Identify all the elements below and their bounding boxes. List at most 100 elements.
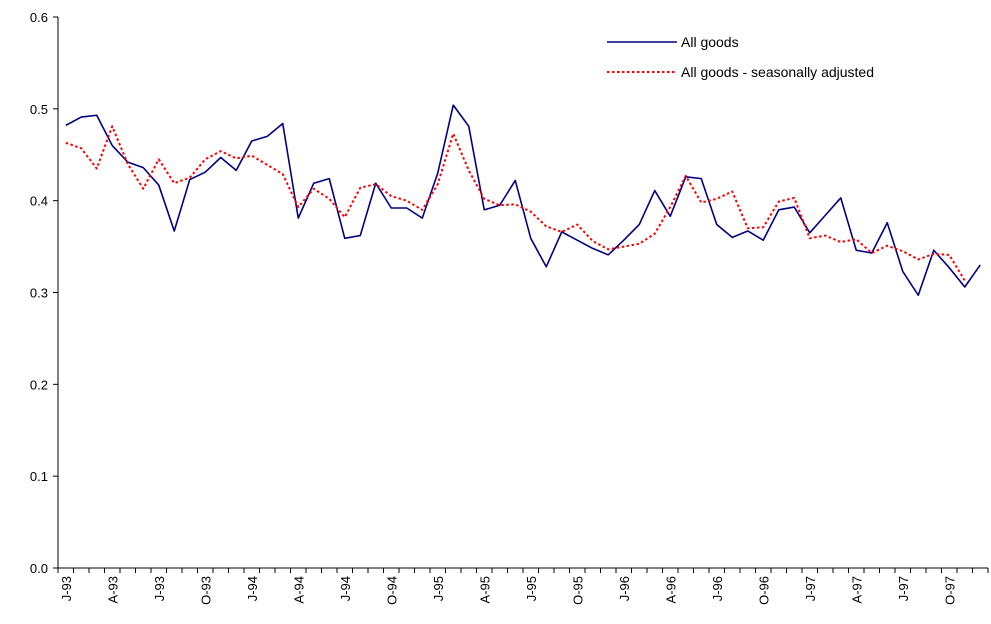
data-point <box>763 240 764 241</box>
y-tick-label: 0.0 <box>30 561 48 576</box>
data-point <box>251 140 252 141</box>
x-tick-label: A-96 <box>663 576 678 603</box>
data-point <box>592 248 593 249</box>
data-point <box>65 125 66 126</box>
data-point <box>577 240 578 241</box>
data-point <box>344 238 345 239</box>
data-point <box>933 253 934 254</box>
data-point <box>530 238 531 239</box>
data-point <box>871 253 872 254</box>
data-point <box>747 228 748 229</box>
data-point <box>360 187 361 188</box>
y-tick-label: 0.2 <box>30 377 48 392</box>
data-point <box>732 191 733 192</box>
data-point <box>747 230 748 231</box>
data-point <box>716 198 717 199</box>
data-point <box>484 198 485 199</box>
data-point <box>701 202 702 203</box>
data-point <box>313 188 314 189</box>
data-point <box>840 197 841 198</box>
data-point <box>933 250 934 251</box>
data-point <box>236 158 237 159</box>
x-tick-label: J-94 <box>338 576 353 601</box>
x-tick-label: O-94 <box>384 576 399 605</box>
data-point <box>670 207 671 208</box>
data-point <box>778 201 779 202</box>
series-line-2 <box>65 125 966 282</box>
data-point <box>112 145 113 146</box>
data-point <box>654 233 655 234</box>
data-point <box>825 215 826 216</box>
x-tick-label: A-97 <box>849 576 864 603</box>
data-point <box>360 235 361 236</box>
data-point <box>701 178 702 179</box>
data-point <box>298 218 299 219</box>
data-point <box>530 211 531 212</box>
legend-label-1: All goods <box>681 34 739 50</box>
data-point <box>763 227 764 228</box>
data-point <box>902 251 903 252</box>
data-point <box>422 209 423 210</box>
data-point <box>406 208 407 209</box>
y-tick-label: 0.1 <box>30 469 48 484</box>
data-point <box>546 226 547 227</box>
data-point <box>608 249 609 250</box>
data-point <box>716 224 717 225</box>
data-point <box>143 167 144 168</box>
data-point <box>282 174 283 175</box>
x-axis: J-93 A-93 J-93 O-93 J-94 A-94 J-94 O-94 J-95 A-95… <box>57 567 989 605</box>
data-point <box>732 237 733 238</box>
data-point <box>236 170 237 171</box>
data-point <box>670 216 671 217</box>
data-point <box>453 133 454 134</box>
data-point <box>174 183 175 184</box>
x-tick-label: A-95 <box>477 576 492 603</box>
x-tick-label: J-96 <box>710 576 725 601</box>
x-tick-label: O-93 <box>198 576 213 605</box>
data-point <box>484 209 485 210</box>
y-tick-label: 0.5 <box>30 102 48 117</box>
data-point <box>96 168 97 169</box>
data-point <box>468 126 469 127</box>
data-point <box>809 232 810 233</box>
data-point <box>158 185 159 186</box>
series-line-1 <box>65 104 981 297</box>
data-point <box>856 239 857 240</box>
data-point <box>980 264 981 265</box>
data-point <box>298 207 299 208</box>
x-tick-label: O-96 <box>756 576 771 605</box>
data-point <box>794 197 795 198</box>
data-point <box>840 241 841 242</box>
x-tick-label: A-93 <box>105 576 120 603</box>
data-point <box>577 224 578 225</box>
x-tick-label: J-95 <box>431 576 446 601</box>
data-point <box>887 222 888 223</box>
data-point <box>220 151 221 152</box>
data-point <box>81 117 82 118</box>
y-tick-label: 0.4 <box>30 194 48 209</box>
data-point <box>685 175 686 176</box>
data-point <box>174 230 175 231</box>
data-point <box>561 231 562 232</box>
data-point <box>220 157 221 158</box>
data-point <box>158 159 159 160</box>
data-point <box>918 259 919 260</box>
data-point <box>81 148 82 149</box>
data-point <box>313 183 314 184</box>
data-point <box>282 123 283 124</box>
y-axis: 0.0 0.1 0.2 0.3 0.4 0.5 0.6 <box>30 10 59 576</box>
legend: All goods All goods - seasonally adjusted <box>607 34 874 80</box>
x-tick-label: J-97 <box>803 576 818 601</box>
x-tick-label: A-94 <box>291 576 306 603</box>
data-point <box>329 178 330 179</box>
data-point <box>964 286 965 287</box>
data-point <box>918 295 919 296</box>
data-point <box>778 209 779 210</box>
data-point <box>794 207 795 208</box>
data-point <box>887 245 888 246</box>
data-point <box>546 266 547 267</box>
x-tick-label: O-97 <box>942 576 957 605</box>
data-point <box>205 159 206 160</box>
x-tick-label: J-97 <box>896 576 911 601</box>
data-point <box>856 250 857 251</box>
